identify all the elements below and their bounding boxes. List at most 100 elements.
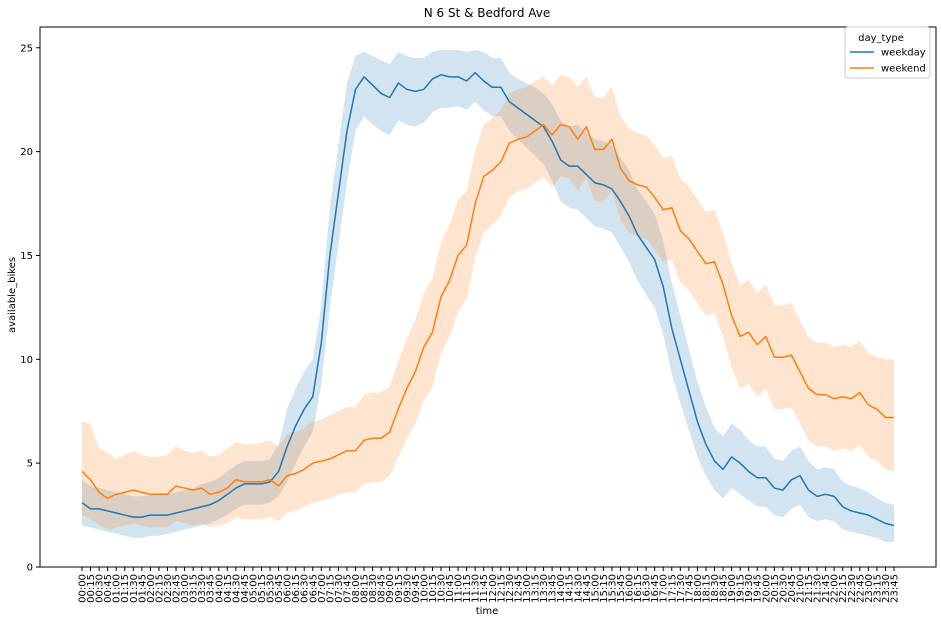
- plot-area: [39, 26, 937, 568]
- x-tick-label: 10:45: [445, 574, 456, 603]
- x-tick-label: 09:45: [411, 574, 422, 603]
- x-tick-label: 03:15: [189, 574, 200, 603]
- confidence-band-weekend: [82, 74, 894, 530]
- x-tick-label: 17:00: [659, 574, 670, 603]
- x-tick-label: 21:15: [804, 574, 815, 603]
- x-tick-label: 08:45: [377, 574, 388, 603]
- x-tick-label: 02:45: [172, 574, 183, 603]
- x-tick-label: 21:30: [813, 574, 824, 603]
- x-tick-label: 15:00: [590, 574, 601, 603]
- x-tick-label: 11:00: [454, 574, 465, 603]
- x-tick-label: 00:15: [86, 574, 97, 603]
- x-tick-label: 19:00: [727, 574, 738, 603]
- x-tick-label: 11:15: [462, 574, 473, 603]
- x-tick-label: 09:00: [385, 574, 396, 603]
- x-tick-label: 16:30: [642, 574, 653, 603]
- x-tick-label: 08:15: [360, 574, 371, 603]
- x-tick-label: 21:45: [821, 574, 832, 603]
- x-tick-label: 15:15: [599, 574, 610, 603]
- x-tick-label: 08:30: [368, 574, 379, 603]
- x-tick-label: 13:00: [522, 574, 533, 603]
- x-tick-label: 17:45: [684, 574, 695, 603]
- x-tick-label: 05:45: [274, 574, 285, 603]
- legend-title: day_type: [858, 33, 904, 44]
- x-tick-label: 16:45: [650, 574, 661, 603]
- x-axis-title: time: [476, 606, 499, 617]
- x-tick-label: 11:45: [479, 574, 490, 603]
- x-tick-label: 16:00: [625, 574, 636, 603]
- x-tick-label: 15:30: [607, 574, 618, 603]
- x-tick-label: 01:45: [137, 574, 148, 603]
- x-tick-label: 09:15: [394, 574, 405, 603]
- x-tick-label: 07:45: [342, 574, 353, 603]
- x-tick-label: 20:00: [761, 574, 772, 603]
- x-tick-label: 10:15: [428, 574, 439, 603]
- x-tick-label: 02:30: [163, 574, 174, 603]
- x-tick-label: 18:30: [710, 574, 721, 603]
- x-tick-label: 00:45: [103, 574, 114, 603]
- x-tick-label: 23:15: [872, 574, 883, 603]
- x-tick-label: 08:00: [351, 574, 362, 603]
- x-tick-label: 07:30: [334, 574, 345, 603]
- x-tick-label: 03:45: [206, 574, 217, 603]
- x-tick-label: 06:45: [308, 574, 319, 603]
- legend-label-weekday: weekday: [881, 48, 926, 59]
- x-tick-label: 04:45: [240, 574, 251, 603]
- x-tick-label: 06:15: [291, 574, 302, 603]
- x-tick-label: 00:30: [95, 574, 106, 603]
- x-tick-label: 10:00: [419, 574, 430, 603]
- x-tick-label: 04:15: [223, 574, 234, 603]
- x-tick-label: 04:00: [214, 574, 225, 603]
- x-tick-label: 06:00: [283, 574, 294, 603]
- x-tick-label: 22:00: [830, 574, 841, 603]
- x-tick-label: 22:15: [838, 574, 849, 603]
- x-tick-label: 13:30: [539, 574, 550, 603]
- x-tick-label: 22:30: [847, 574, 858, 603]
- y-tick-label: 0: [27, 563, 33, 574]
- x-tick-label: 14:00: [556, 574, 567, 603]
- x-tick-label: 01:00: [112, 574, 123, 603]
- x-tick-label: 21:00: [795, 574, 806, 603]
- x-tick-label: 10:30: [436, 574, 447, 603]
- y-axis: 0 5 10 15 20 25: [20, 43, 40, 574]
- x-tick-label: 18:15: [701, 574, 712, 603]
- x-tick-label: 14:15: [565, 574, 576, 603]
- y-tick-label: 5: [27, 459, 33, 470]
- y-axis-title: available_bikes: [7, 257, 18, 333]
- x-tick-label: 12:15: [496, 574, 507, 603]
- confidence-band-weekday: [82, 49, 894, 543]
- x-tick-label: 06:30: [300, 574, 311, 603]
- x-tick-label: 22:45: [855, 574, 866, 603]
- x-tick-label: 12:30: [505, 574, 516, 603]
- x-tick-label: 14:30: [573, 574, 584, 603]
- x-tick-label: 18:00: [693, 574, 704, 603]
- x-tick-label: 20:15: [770, 574, 781, 603]
- y-tick-label: 10: [20, 355, 33, 366]
- x-tick-label: 19:45: [753, 574, 764, 603]
- x-tick-label: 13:15: [531, 574, 542, 603]
- y-tick-label: 15: [20, 251, 33, 262]
- x-tick-label: 05:15: [257, 574, 268, 603]
- x-tick-label: 12:00: [488, 574, 499, 603]
- x-tick-label: 11:30: [471, 574, 482, 603]
- x-tick-label: 07:15: [325, 574, 336, 603]
- x-tick-label: 23:45: [890, 574, 901, 603]
- legend-frame: [844, 26, 931, 79]
- x-tick-label: 09:30: [402, 574, 413, 603]
- x-tick-label: 03:30: [197, 574, 208, 603]
- x-tick-label: 00:00: [78, 574, 89, 603]
- legend: day_type weekday weekend: [844, 26, 931, 79]
- series-line-weekday: [81, 71, 895, 527]
- x-tick-label: 03:00: [180, 574, 191, 603]
- x-tick-label: 20:45: [787, 574, 798, 603]
- y-tick-label: 20: [20, 147, 33, 158]
- x-tick-label: 20:30: [778, 574, 789, 603]
- x-tick-label: 02:00: [146, 574, 157, 603]
- y-tick-label: 25: [20, 43, 33, 54]
- x-tick-label: 19:15: [736, 574, 747, 603]
- x-tick-label: 18:45: [719, 574, 730, 603]
- x-tick-label: 01:30: [129, 574, 140, 603]
- x-tick-label: 05:00: [248, 574, 259, 603]
- x-tick-label: 04:30: [231, 574, 242, 603]
